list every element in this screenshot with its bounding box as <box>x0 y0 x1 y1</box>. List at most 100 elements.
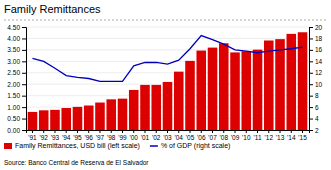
x-tick: '06 <box>197 130 206 141</box>
tick-mark <box>190 130 191 133</box>
tick-label: '15 <box>298 134 307 141</box>
tick-label: '07 <box>208 134 217 141</box>
bar <box>84 106 94 130</box>
tick-label: '99 <box>118 134 127 141</box>
tick-label: 4.00 <box>7 35 20 42</box>
tick-mark <box>43 130 44 133</box>
x-tick: '99 <box>118 130 127 141</box>
tick-mark <box>22 96 26 97</box>
bar <box>163 82 173 130</box>
tick-label: '91 <box>28 134 37 141</box>
x-tick: '01 <box>141 130 150 141</box>
x-tick: '93 <box>51 130 60 141</box>
tick-label: 3.50 <box>7 46 20 53</box>
bar <box>50 110 60 130</box>
tick-mark <box>122 130 123 133</box>
tick-label: 10 <box>315 81 323 88</box>
bar <box>275 39 285 130</box>
tick-label: '95 <box>73 134 82 141</box>
tick-mark <box>178 130 179 133</box>
y2-tick: 14 <box>309 58 323 65</box>
tick-mark <box>99 130 100 133</box>
tick-mark <box>22 50 26 51</box>
tick-label: '08 <box>220 134 229 141</box>
tick-label: '11 <box>254 134 262 141</box>
bar <box>219 43 229 130</box>
marks <box>28 32 308 130</box>
x-tick: '08 <box>220 130 229 141</box>
grid <box>26 27 309 130</box>
bar <box>39 110 49 130</box>
y2-tick: 8 <box>309 92 319 99</box>
tick-mark <box>111 130 112 133</box>
tick-label: '01 <box>141 134 150 141</box>
bar <box>61 108 71 130</box>
tick-label: 6 <box>315 104 319 111</box>
tick-label: 1.00 <box>7 104 20 111</box>
legend-label: % of GDP (right scale) <box>161 142 231 150</box>
tick-mark <box>22 107 26 108</box>
axis-line <box>22 28 27 131</box>
chart-container: Family Remittances'91'92'93'94'95'96'97'… <box>0 0 331 170</box>
tick-label: 0.50 <box>7 115 20 122</box>
y2-tick: 6 <box>309 104 319 111</box>
y-axis: 0.000.501.001.502.002.503.003.504.004.50 <box>7 24 26 134</box>
tick-label: 18 <box>315 35 323 42</box>
line <box>32 36 302 82</box>
tick-label: 12 <box>315 69 323 76</box>
bar <box>253 50 263 130</box>
tick-mark <box>22 38 26 39</box>
tick-mark <box>32 130 33 133</box>
bar <box>264 41 274 130</box>
tick-label: '10 <box>242 134 251 141</box>
annotation: Source: Banco Central de Reserva de El S… <box>4 159 149 166</box>
tick-mark <box>212 130 213 133</box>
tick-label: '00 <box>130 134 139 141</box>
tick-label: '96 <box>84 134 93 141</box>
x-tick: '03 <box>163 130 172 141</box>
tick-mark <box>235 130 236 133</box>
separator <box>4 20 327 21</box>
y-tick: 3.50 <box>7 46 26 53</box>
tick-mark <box>22 61 26 62</box>
tick-label: 4.50 <box>7 24 20 31</box>
x-tick: '92 <box>39 130 48 141</box>
y-tick: 1.50 <box>7 92 26 99</box>
tick-mark <box>309 50 313 51</box>
bar <box>95 103 105 130</box>
tick-mark <box>309 61 313 62</box>
tick-mark <box>77 130 78 133</box>
bar <box>230 52 240 130</box>
tick-label: '05 <box>186 134 195 141</box>
y2-tick: 4 <box>309 115 319 122</box>
bar <box>185 61 195 130</box>
legend-item: Family Remittances, USD bill (left scale… <box>4 142 140 150</box>
tick-label: 16 <box>315 46 323 53</box>
x-axis: '91'92'93'94'95'96'97'98'99'00'01'02'03'… <box>27 130 310 141</box>
tick-label: '97 <box>96 134 105 141</box>
bar <box>106 99 116 130</box>
bar <box>118 99 128 130</box>
y2-axis: 2468101214161820 <box>309 24 323 134</box>
tick-mark <box>167 130 168 133</box>
tick-label: 4 <box>315 115 319 122</box>
y-tick: 4.50 <box>7 24 26 31</box>
legend: Family Remittances, USD bill (left scale… <box>4 142 230 150</box>
grid-line <box>26 27 309 28</box>
tick-mark <box>280 130 281 133</box>
y2-tick: 18 <box>309 35 323 42</box>
y2-tick: 10 <box>309 81 323 88</box>
tick-label: 2.50 <box>7 69 20 76</box>
tick-label: '02 <box>152 134 161 141</box>
grid-line <box>26 38 309 39</box>
x-tick: '10 <box>242 130 251 141</box>
y-tick: 4.00 <box>7 35 26 42</box>
y-tick: 0.50 <box>7 115 26 122</box>
tick-label: '12 <box>265 134 274 141</box>
y-tick: 2.00 <box>7 81 26 88</box>
tick-mark <box>309 84 313 85</box>
bar <box>241 51 251 130</box>
bar <box>174 72 184 130</box>
x-tick: '07 <box>208 130 217 141</box>
x-tick: '97 <box>96 130 105 141</box>
